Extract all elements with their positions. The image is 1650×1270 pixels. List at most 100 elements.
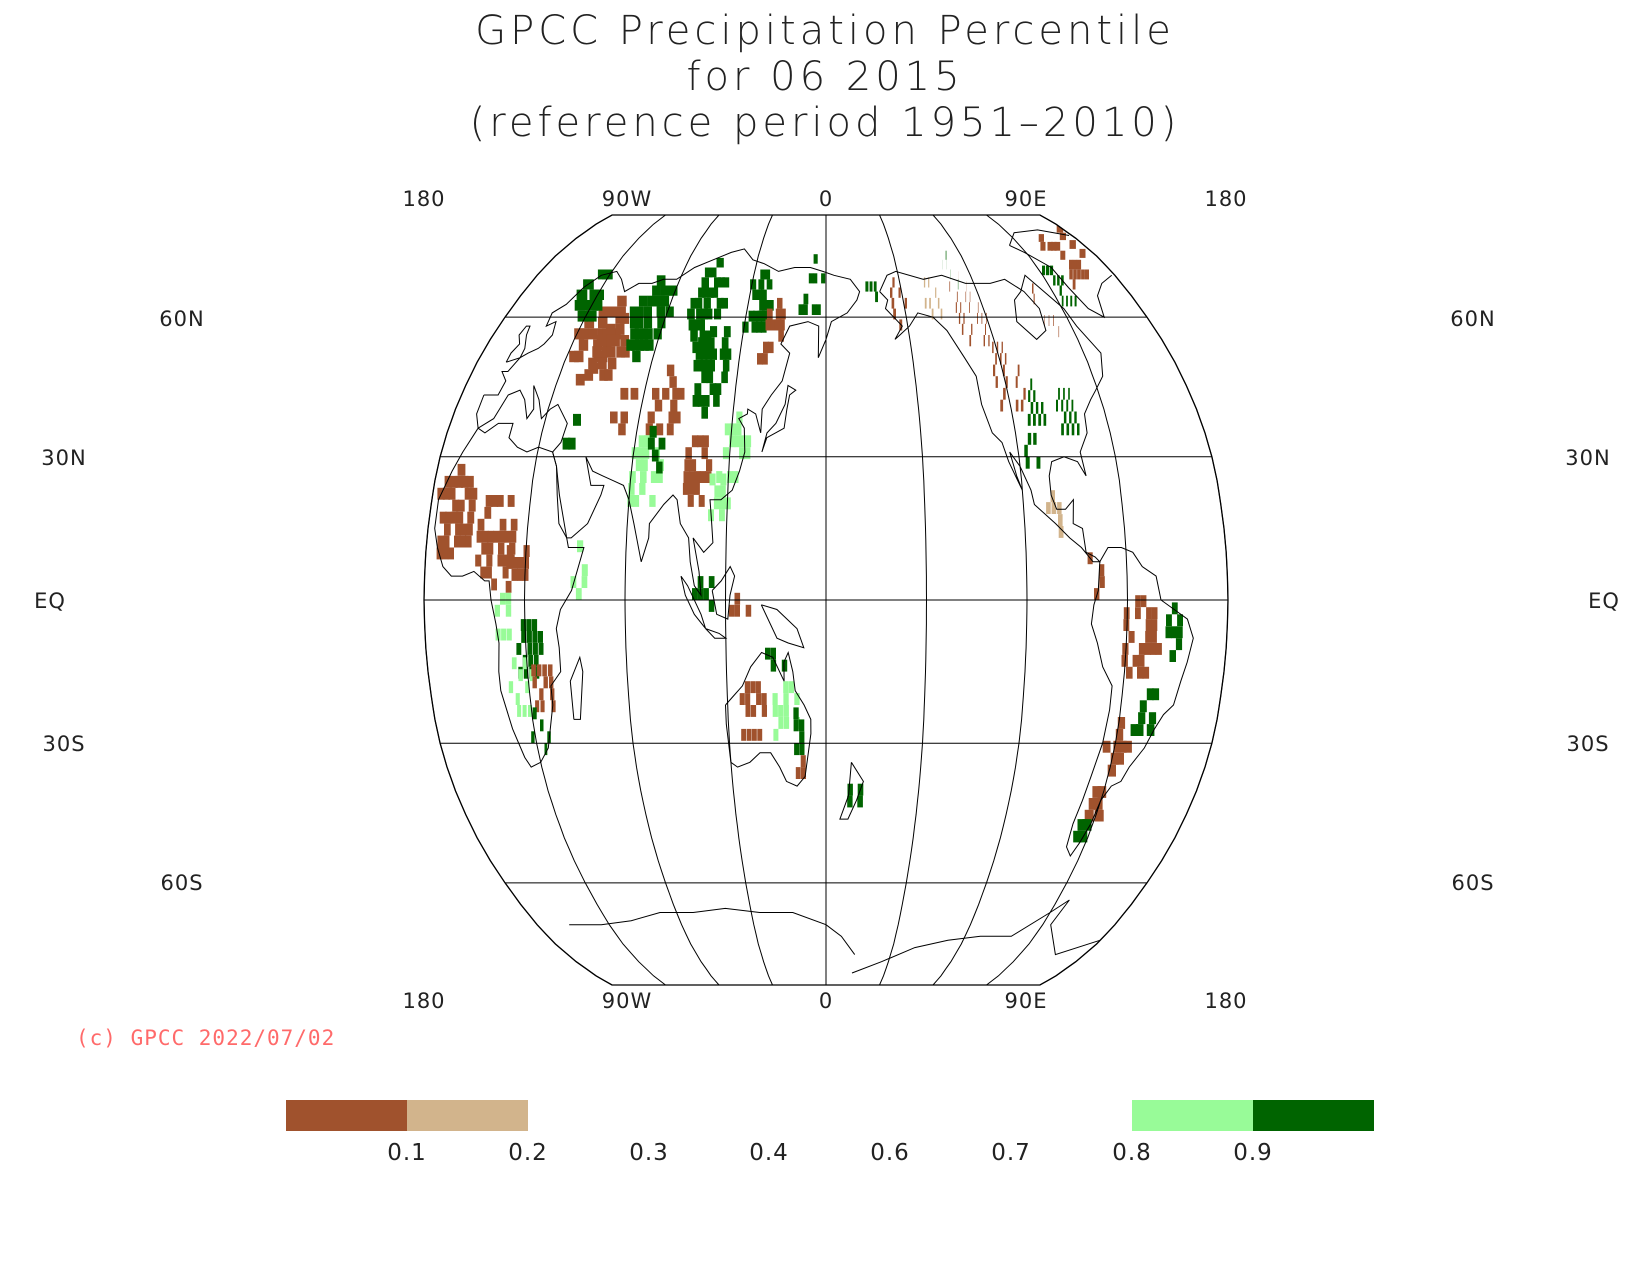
percentile-cell-very-wet <box>1036 456 1041 469</box>
percentile-cell-very-dry <box>682 483 689 495</box>
percentile-cell-dry <box>929 297 931 309</box>
percentile-cell-very-dry <box>689 459 697 472</box>
percentile-cell-very-dry <box>615 323 625 335</box>
percentile-cell-very-dry <box>751 728 757 741</box>
percentile-cell-very-wet <box>1177 614 1183 627</box>
percentile-cell-very-dry <box>647 411 655 424</box>
percentile-cell-very-dry <box>601 346 611 358</box>
percentile-cell-dry <box>923 277 926 288</box>
percentile-cell-wet <box>632 495 640 507</box>
percentile-cell-very-wet <box>658 437 666 450</box>
coastline <box>761 384 797 453</box>
percentile-cell-wet <box>713 497 720 510</box>
percentile-cell-very-wet <box>1165 626 1172 639</box>
percentile-cell-very-dry <box>1053 315 1054 326</box>
percentile-cell-very-dry <box>1151 619 1158 631</box>
percentile-cell-very-wet <box>692 341 700 354</box>
percentile-cell-very-wet <box>1061 399 1064 412</box>
percentile-cell-wet <box>631 447 639 460</box>
percentile-cell-very-dry <box>705 471 712 483</box>
percentile-cell-very-dry <box>969 302 970 313</box>
percentile-cell-very-dry <box>757 353 763 365</box>
percentile-cell-very-wet <box>766 279 773 290</box>
lat-label-60n-left: 60N <box>159 307 204 331</box>
percentile-cell-very-dry <box>466 523 473 536</box>
percentile-cell-very-wet <box>770 659 777 672</box>
percentile-cell-very-dry <box>1015 399 1019 412</box>
percentile-cell-very-dry <box>677 387 685 400</box>
percentile-cell-wet <box>656 471 663 483</box>
percentile-cell-very-dry <box>496 495 504 507</box>
percentile-cell-very-wet <box>692 588 698 600</box>
percentile-cell-very-dry <box>620 387 629 400</box>
percentile-cell-very-dry <box>745 604 752 617</box>
percentile-cell-very-dry <box>1023 387 1026 400</box>
percentile-cell-very-dry <box>741 728 746 741</box>
percentile-cell-very-dry <box>778 330 784 342</box>
percentile-cell-very-wet <box>651 449 659 462</box>
percentile-cell-very-wet <box>721 371 728 384</box>
percentile-cell-wet <box>773 728 779 741</box>
percentile-cell-very-dry <box>1150 643 1157 655</box>
percentile-cell-dry <box>928 277 930 288</box>
percentile-cell-very-dry <box>694 471 701 483</box>
percentile-cell-wet <box>724 497 731 510</box>
percentile-cell-very-dry <box>456 511 464 524</box>
percentile-cell-very-wet <box>693 359 701 372</box>
percentile-cell-very-wet <box>657 317 666 329</box>
percentile-cell-very-wet <box>869 281 873 292</box>
percentile-cell-very-dry <box>503 554 510 567</box>
percentile-cell-wet <box>570 576 577 588</box>
percentile-cell-very-dry <box>465 535 472 548</box>
percentile-cell-very-wet <box>702 287 710 298</box>
percentile-cell-very-dry <box>652 387 660 400</box>
top-lon-label-90e: 90E <box>1005 187 1048 211</box>
percentile-cell-very-wet <box>1053 275 1056 286</box>
percentile-cell-very-dry <box>447 547 454 560</box>
percentile-cell-very-wet <box>634 328 644 340</box>
percentile-cell-very-dry <box>800 755 806 768</box>
percentile-cell-very-wet <box>703 297 711 309</box>
percentile-cell-very-dry <box>442 547 449 560</box>
percentile-cell-very-wet <box>721 337 729 349</box>
percentile-cell-very-dry <box>1097 786 1107 798</box>
coastline <box>760 604 805 649</box>
percentile-cell-very-dry <box>689 471 696 483</box>
percentile-cell-very-dry <box>1060 250 1066 260</box>
percentile-cell-very-wet <box>696 308 704 320</box>
percentile-cell-very-dry <box>1047 241 1053 251</box>
percentile-cell-very-dry <box>1123 607 1130 620</box>
meridian-line <box>879 214 928 986</box>
percentile-cell-very-dry <box>531 664 536 677</box>
percentile-cell-very-wet <box>703 588 709 600</box>
percentile-cell-very-wet <box>573 413 581 426</box>
coastline <box>505 325 531 363</box>
percentile-cell-very-wet <box>701 371 709 384</box>
percentile-cell-dry <box>935 287 937 298</box>
percentile-cell-wet <box>729 435 736 448</box>
percentile-cell-very-dry <box>1081 269 1085 280</box>
percentile-cell-very-wet <box>1071 399 1074 412</box>
percentile-cell-wet <box>722 447 730 460</box>
percentile-cell-very-wet <box>722 277 730 288</box>
percentile-cell-very-wet <box>1130 724 1139 736</box>
percentile-cell-dry <box>940 308 943 320</box>
percentile-cell-very-dry <box>988 335 990 347</box>
percentile-cell-very-wet <box>532 707 537 720</box>
percentile-cell-very-dry <box>775 308 782 320</box>
percentile-cell-wet <box>528 705 533 717</box>
percentile-cell-very-wet <box>759 300 766 311</box>
percentile-cell-very-wet <box>544 743 548 756</box>
percentile-cell-very-dry <box>1138 643 1146 655</box>
percentile-cell-very-dry <box>1038 234 1044 242</box>
percentile-cell-very-wet <box>687 308 695 320</box>
percentile-cell-very-dry <box>551 700 556 713</box>
percentile-cell-very-wet <box>656 295 665 307</box>
percentile-cell-very-dry <box>1001 341 1003 354</box>
coastline <box>839 762 864 820</box>
percentile-cell-very-wet <box>700 348 708 360</box>
percentile-cell-very-dry <box>702 435 709 448</box>
percentile-cell-very-wet <box>1070 295 1073 307</box>
percentile-cell-very-dry <box>981 312 983 324</box>
